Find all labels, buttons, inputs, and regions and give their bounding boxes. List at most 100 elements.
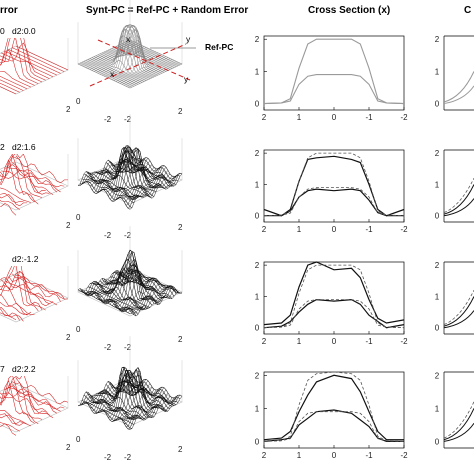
axis-y-label: y (186, 34, 191, 44)
surface-mesh-line (0, 271, 46, 311)
row4-label-right: d2:2.2 (12, 364, 36, 374)
series-line (443, 289, 474, 325)
surface-mesh-line (81, 154, 135, 185)
surface-mesh-line (123, 175, 177, 202)
surface-mesh-line (15, 275, 69, 300)
partial-chart: 0 1 2 (435, 261, 474, 335)
surface-mesh-line (0, 86, 17, 95)
surface-mesh-line (81, 41, 135, 67)
y-tick-label: 2 (435, 371, 440, 380)
series-line (263, 264, 405, 329)
surface-mesh-line (0, 187, 31, 203)
synt-surface (77, 226, 183, 317)
row1-label-right: d2:0.0 (12, 26, 36, 36)
surface-mesh-line (15, 155, 68, 184)
red-surface-column: 2 2 2 2 (0, 38, 71, 452)
series-line (263, 74, 405, 105)
surface-tick: -2 (124, 343, 132, 352)
surface-tick: 0 (76, 435, 81, 444)
surface-mesh-line (0, 376, 39, 424)
red-surface-panel: 2 (0, 266, 71, 342)
surface-mesh-line (97, 267, 151, 304)
surface-mesh-line (105, 26, 159, 78)
surface-mesh-line (103, 253, 157, 302)
row4-label-left: 7 (0, 364, 5, 374)
surface-mesh-line (12, 273, 65, 299)
y-tick-label: 1 (435, 67, 440, 76)
surface-tick: -2 (104, 343, 112, 352)
surface-tick: -2 (124, 115, 132, 124)
ref-pc-label: Ref-PC (205, 42, 233, 52)
x-tick-label: -1 (365, 451, 373, 460)
surface-mesh-line (4, 385, 58, 414)
x-tick-label: 2 (262, 451, 267, 460)
partial-column: 0 1 2 0 1 2 0 1 2 0 1 2 (435, 35, 474, 449)
series-line (443, 408, 474, 441)
surface-mesh-line (119, 174, 173, 200)
y-tick-label: 0 (255, 324, 260, 333)
surface-mesh-line (0, 38, 43, 83)
red-surface (0, 38, 69, 95)
surface-mesh-line (0, 193, 24, 203)
y-tick-label: 0 (255, 212, 260, 221)
x-tick-label: -2 (400, 113, 408, 122)
surface-mesh-line (97, 145, 151, 193)
x-tick-label: 1 (297, 113, 302, 122)
series-line (263, 261, 405, 326)
surface-mesh-line (101, 259, 155, 304)
synt-surface (77, 336, 183, 430)
surface-mesh-line (107, 367, 161, 418)
surface-mesh-line (107, 28, 161, 79)
surface-mesh-line (0, 380, 35, 424)
y-tick-label: 2 (435, 261, 440, 270)
y-tick-label: 2 (435, 35, 440, 44)
red-surface (0, 266, 69, 323)
surface-base (0, 161, 69, 211)
y-tick-label: 0 (435, 437, 440, 446)
row3-label-right: d2:-1.2 (12, 254, 39, 264)
synt-surface-panel: 0 -2 -2 2 (76, 226, 183, 352)
surface-tick: 2 (178, 223, 183, 232)
surface-mesh-line (117, 58, 171, 83)
x-tick-label: 0 (332, 337, 337, 346)
y-tick-label: 1 (255, 180, 260, 189)
surface-mesh-line (105, 149, 159, 193)
surface-mesh-line (0, 266, 39, 312)
y-tick-label: 1 (435, 180, 440, 189)
red-surface-panel: 2 (0, 154, 71, 230)
surface-mesh-line (109, 149, 163, 200)
x-tick-label: -2 (400, 337, 408, 346)
surface-mesh-line (123, 285, 177, 311)
x-tick-label: 0 (332, 451, 337, 460)
series-line (443, 85, 474, 105)
surface-mesh-line (121, 175, 175, 200)
y-tick-label: 2 (255, 35, 260, 44)
surface-base (0, 383, 69, 433)
y-tick-label: 0 (255, 100, 260, 109)
synt-surface-panel: 0 -2 -2 2 (76, 114, 183, 240)
surface-mesh-line (0, 82, 20, 93)
synt-surface-column: 0 -2 -2 2 0 -2 -2 2 0 -2 -2 2 0 -2 -2 2 Ref-PC x x y y (76, 0, 233, 462)
series-line (263, 299, 405, 329)
series-line (443, 184, 474, 215)
header-col2: Synt-PC = Ref-PC + Random Error (86, 5, 248, 16)
surface-mesh-line (15, 45, 69, 71)
surface-mesh-line (117, 395, 171, 420)
surface-mesh-line (111, 47, 165, 80)
surface-mesh-line (125, 395, 179, 427)
surface-tick: -2 (104, 115, 112, 124)
partial-chart: 0 1 2 (435, 371, 474, 449)
red-surface (0, 376, 69, 436)
surface-tick: 0 (76, 97, 81, 106)
surface-tick: 0 (76, 325, 81, 334)
series-line (443, 310, 474, 329)
surface-tick: -2 (124, 231, 132, 240)
series-line (263, 38, 405, 105)
x-tick-label: 0 (332, 225, 337, 234)
series-line (264, 155, 404, 217)
series-line (443, 198, 474, 217)
surface-mesh-line (1, 170, 54, 196)
y-tick-label: 2 (435, 149, 440, 158)
y-tick-label: 1 (255, 404, 260, 413)
